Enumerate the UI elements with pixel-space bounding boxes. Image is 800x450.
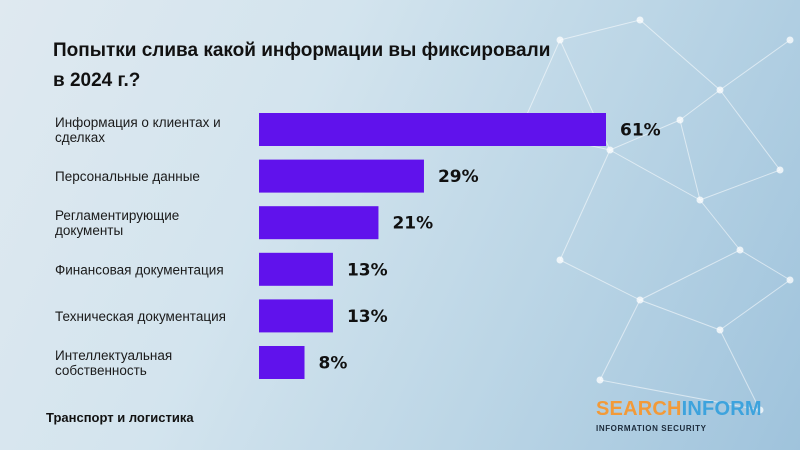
value-label-4: 13%: [347, 307, 388, 327]
logo-part-search: SEARCH: [596, 398, 682, 420]
bar-3: [259, 252, 333, 286]
bar-2: [259, 206, 379, 240]
bar-5: [259, 346, 305, 379]
footer-industry-label: Транспорт и логистика: [46, 410, 194, 425]
category-label-5: Интеллектуальная собственность: [55, 348, 172, 378]
value-label-0: 61%: [620, 121, 661, 141]
category-label-1: Персональные данные: [55, 169, 200, 184]
category-label-0: Информация о клиентах и сделках: [55, 115, 221, 145]
chart-title-line-2: в 2024 г.?: [53, 70, 141, 91]
chart-title-line-1: Попытки слива какой информации вы фиксир…: [53, 40, 551, 61]
category-label-4: Техническая документация: [55, 309, 226, 324]
category-label-3: Финансовая документация: [55, 262, 224, 277]
logo-wordmark: SEARCHINFORM: [596, 398, 762, 420]
chart-title: Попытки слива какой информации вы фиксир…: [53, 36, 613, 96]
value-label-2: 21%: [392, 214, 433, 234]
searchinform-logo: SEARCHINFORM INFORMATION SECURITY: [596, 398, 762, 433]
value-label-5: 8%: [319, 354, 348, 374]
bar-4: [259, 299, 333, 333]
bar-0: [259, 113, 606, 146]
logo-part-inform: INFORM: [681, 398, 762, 420]
value-label-1: 29%: [438, 167, 479, 187]
logo-tagline: INFORMATION SECURITY: [596, 424, 707, 433]
bar-1: [259, 159, 424, 193]
value-label-3: 13%: [347, 260, 388, 280]
category-label-2: Регламентирующие документы: [55, 208, 179, 238]
